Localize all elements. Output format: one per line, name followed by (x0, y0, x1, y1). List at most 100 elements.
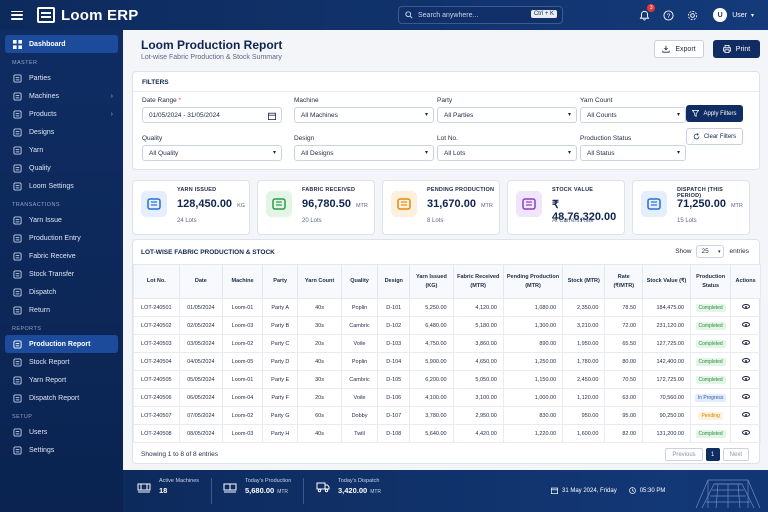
table-cell: Poplin (340, 298, 379, 317)
view-eye-icon[interactable] (741, 394, 750, 399)
view-eye-icon[interactable] (741, 430, 750, 435)
table-row[interactable]: LOT-240507 07/05/2024 Loom-02 Party G 60s Dob… (133, 406, 761, 425)
table-cell: 90,250.00 (642, 406, 692, 425)
table-cell: D-107 (377, 406, 411, 425)
yarn-issue-icon (13, 215, 22, 225)
card-subtext: 24 Lots (177, 218, 197, 224)
sidebar-item-production-entry[interactable]: Production Entry (0, 229, 123, 247)
clear-filters-button[interactable]: Clear Filters (686, 128, 743, 145)
table-row[interactable]: LOT-240506 06/05/2024 Loom-04 Party F 20s Voi… (133, 388, 761, 407)
sidebar-item-machines[interactable]: Machines › (0, 87, 123, 105)
sidebar-item-yarn-issue[interactable]: Yarn Issue (0, 211, 123, 229)
table-cell: 2,450.00 (562, 370, 606, 389)
column-header[interactable]: Stock Value (₹) (642, 264, 692, 299)
sidebar-item-dispatch[interactable]: Dispatch (0, 283, 123, 301)
help-icon[interactable]: ? (661, 8, 675, 22)
column-header[interactable]: Rate (₹/MTR) (604, 264, 644, 299)
column-header[interactable]: Lot No. (133, 264, 180, 299)
table-cell: 4,420.00 (452, 424, 504, 443)
page-size-select[interactable]: 25 ▾ (696, 245, 725, 258)
sidebar-item-dispatch-report[interactable]: Dispatch Report (0, 389, 123, 407)
table-row[interactable]: LOT-240503 03/05/2024 Loom-02 Party C 20s Voi… (133, 334, 761, 353)
table-cell: 1,600.00 (562, 424, 606, 443)
column-header[interactable]: Party (261, 264, 299, 299)
table-cell: Voile (340, 388, 379, 407)
column-header[interactable]: Design (377, 264, 411, 299)
current-date: 31 May 2024, Friday (562, 487, 617, 494)
sidebar-item-label: Quality (29, 164, 51, 172)
column-header[interactable]: Pending Production (MTR) (502, 264, 564, 299)
sidebar-item-stock-report[interactable]: Stock Report (0, 353, 123, 371)
sidebar-item-label: Fabric Receive (29, 252, 76, 260)
previous-page-button[interactable]: Previous (665, 448, 703, 461)
column-header[interactable]: Fabric Received (MTR) (452, 264, 504, 299)
sidebar-item-loom-settings[interactable]: Loom Settings (0, 177, 123, 195)
menu-icon[interactable] (11, 10, 23, 20)
next-page-button[interactable]: Next (722, 448, 749, 461)
column-header[interactable]: Actions (730, 264, 761, 299)
table-cell: 06/05/2024 (178, 388, 224, 407)
sidebar-item-settings[interactable]: Settings (0, 441, 123, 459)
design-select[interactable]: All Designs ▾ (294, 145, 434, 161)
sidebar-item-dashboard[interactable]: Dashboard (5, 35, 118, 53)
app-logo[interactable]: Loom ERP (37, 7, 138, 24)
sidebar-item-products[interactable]: Products › (0, 105, 123, 123)
sidebar-item-parties[interactable]: Parties (0, 69, 123, 87)
export-button[interactable]: Export (654, 40, 704, 58)
sidebar-item-fabric-receive[interactable]: Fabric Receive (0, 247, 123, 265)
column-header[interactable]: Stock (MTR) (562, 264, 606, 299)
column-header[interactable]: Yarn Issued (KG) (409, 264, 454, 299)
sidebar-item-stock-transfer[interactable]: Stock Transfer (0, 265, 123, 283)
sidebar-item-designs[interactable]: Designs (0, 123, 123, 141)
view-eye-icon[interactable] (741, 412, 750, 417)
user-name[interactable]: User (732, 11, 747, 19)
table-row[interactable]: LOT-240501 01/05/2024 Loom-01 Party A 40s Pop… (133, 298, 761, 317)
table-row[interactable]: LOT-240505 05/05/2024 Loom-01 Party E 30s Cam… (133, 370, 761, 389)
gear-icon (13, 445, 22, 455)
table-row[interactable]: LOT-240508 08/05/2024 Loom-03 Party H 40s Twi… (133, 424, 761, 443)
card-value: 71,250.00 (677, 198, 726, 210)
column-header[interactable]: Quality (340, 264, 379, 299)
view-eye-icon[interactable] (741, 376, 750, 381)
status-select[interactable]: All Status ▾ (580, 145, 686, 161)
sidebar-item-quality[interactable]: Quality (0, 159, 123, 177)
table-cell: 3,780.00 (409, 406, 454, 425)
table-cell: 95.00 (604, 406, 644, 425)
notification-bell-icon[interactable]: 3 (637, 4, 656, 22)
apply-filters-button[interactable]: Apply Filters (686, 105, 743, 122)
table-cell: Loom-04 (222, 388, 263, 407)
column-header[interactable]: Yarn Count (297, 264, 342, 299)
summary-card: DISPATCH (THIS PERIOD) 71,250.00 MTR 15 Lot… (632, 180, 750, 235)
yarn-count-select[interactable]: All Counts ▾ (580, 107, 686, 123)
chevron-down-icon[interactable]: ▾ (750, 12, 754, 19)
sidebar-item-users[interactable]: Users (0, 423, 123, 441)
search-input[interactable]: Search anywhere... Ctrl + K (398, 6, 563, 24)
status-badge: Completed (695, 375, 726, 384)
quality-select[interactable]: All Quality ▾ (142, 145, 282, 161)
lot-no-select[interactable]: All Lots ▾ (437, 145, 577, 161)
sidebar-item-yarn[interactable]: Yarn (0, 141, 123, 159)
table-row[interactable]: LOT-240502 02/05/2024 Loom-03 Party B 30s Cam… (133, 316, 761, 335)
view-eye-icon[interactable] (741, 340, 750, 345)
table-cell: 30s (297, 370, 342, 389)
table-cell: 40s (297, 352, 342, 371)
print-button[interactable]: Print (713, 40, 760, 58)
view-eye-icon[interactable] (741, 304, 750, 309)
sidebar-item-yarn-report[interactable]: Yarn Report (0, 371, 123, 389)
column-header[interactable]: Date (178, 264, 224, 299)
page-1-button[interactable]: 1 (705, 448, 720, 461)
column-header[interactable]: Machine (222, 264, 263, 299)
settings-gear-icon[interactable] (685, 8, 699, 22)
view-eye-icon[interactable] (741, 358, 750, 363)
yarn-count-value: All Counts (587, 111, 617, 119)
column-header[interactable]: Production Status (690, 264, 732, 299)
table-row[interactable]: LOT-240504 04/05/2024 Loom-05 Party D 40s Pop… (133, 352, 761, 371)
sidebar-item-production-report[interactable]: Production Report (5, 335, 118, 353)
date-range-input[interactable]: 01/05/2024 - 31/05/2024 (142, 107, 282, 123)
sidebar-item-return[interactable]: Return (0, 301, 123, 319)
calendar-icon (268, 112, 276, 120)
machine-select[interactable]: All Machines ▾ (294, 107, 434, 123)
avatar[interactable]: U (713, 8, 728, 22)
view-eye-icon[interactable] (741, 322, 750, 327)
party-select[interactable]: All Parties ▾ (437, 107, 577, 123)
